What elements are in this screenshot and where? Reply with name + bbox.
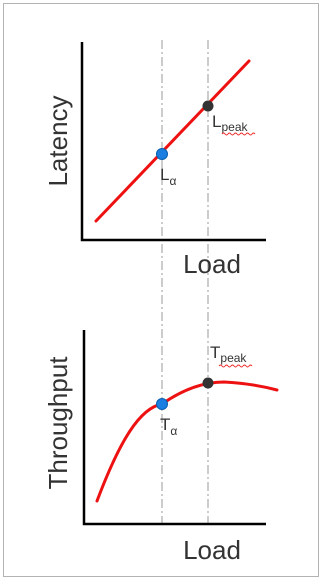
latency-y-axis-label: Latency: [43, 95, 73, 186]
latency-axes: [80, 42, 266, 242]
latency-chart: Lα Lpeak Latency Load: [43, 42, 266, 279]
throughput-alpha-point: [156, 398, 168, 410]
throughput-peak-squiggle: [218, 364, 253, 368]
latency-alpha-point: [156, 148, 168, 160]
throughput-alpha-label: Tα: [160, 415, 177, 438]
throughput-chart: Tα Tpeak Throughput Load: [43, 330, 279, 565]
throughput-curve: [95, 380, 279, 503]
latency-alpha-label: Lα: [160, 165, 176, 188]
throughput-peak-label: Tpeak: [210, 343, 247, 365]
throughput-y-axis-label: Throughput: [43, 356, 73, 490]
latency-peak-point: [202, 100, 214, 112]
latency-peak-squiggle: [221, 132, 256, 136]
latency-peak-label: Lpeak: [212, 112, 248, 134]
figure-frame: [3, 3, 319, 577]
latency-curve: [94, 59, 251, 223]
latency-x-axis-label: Load: [183, 249, 241, 279]
throughput-peak-point: [202, 377, 214, 389]
throughput-x-axis-label: Load: [183, 535, 241, 565]
throughput-axes: [82, 330, 266, 526]
